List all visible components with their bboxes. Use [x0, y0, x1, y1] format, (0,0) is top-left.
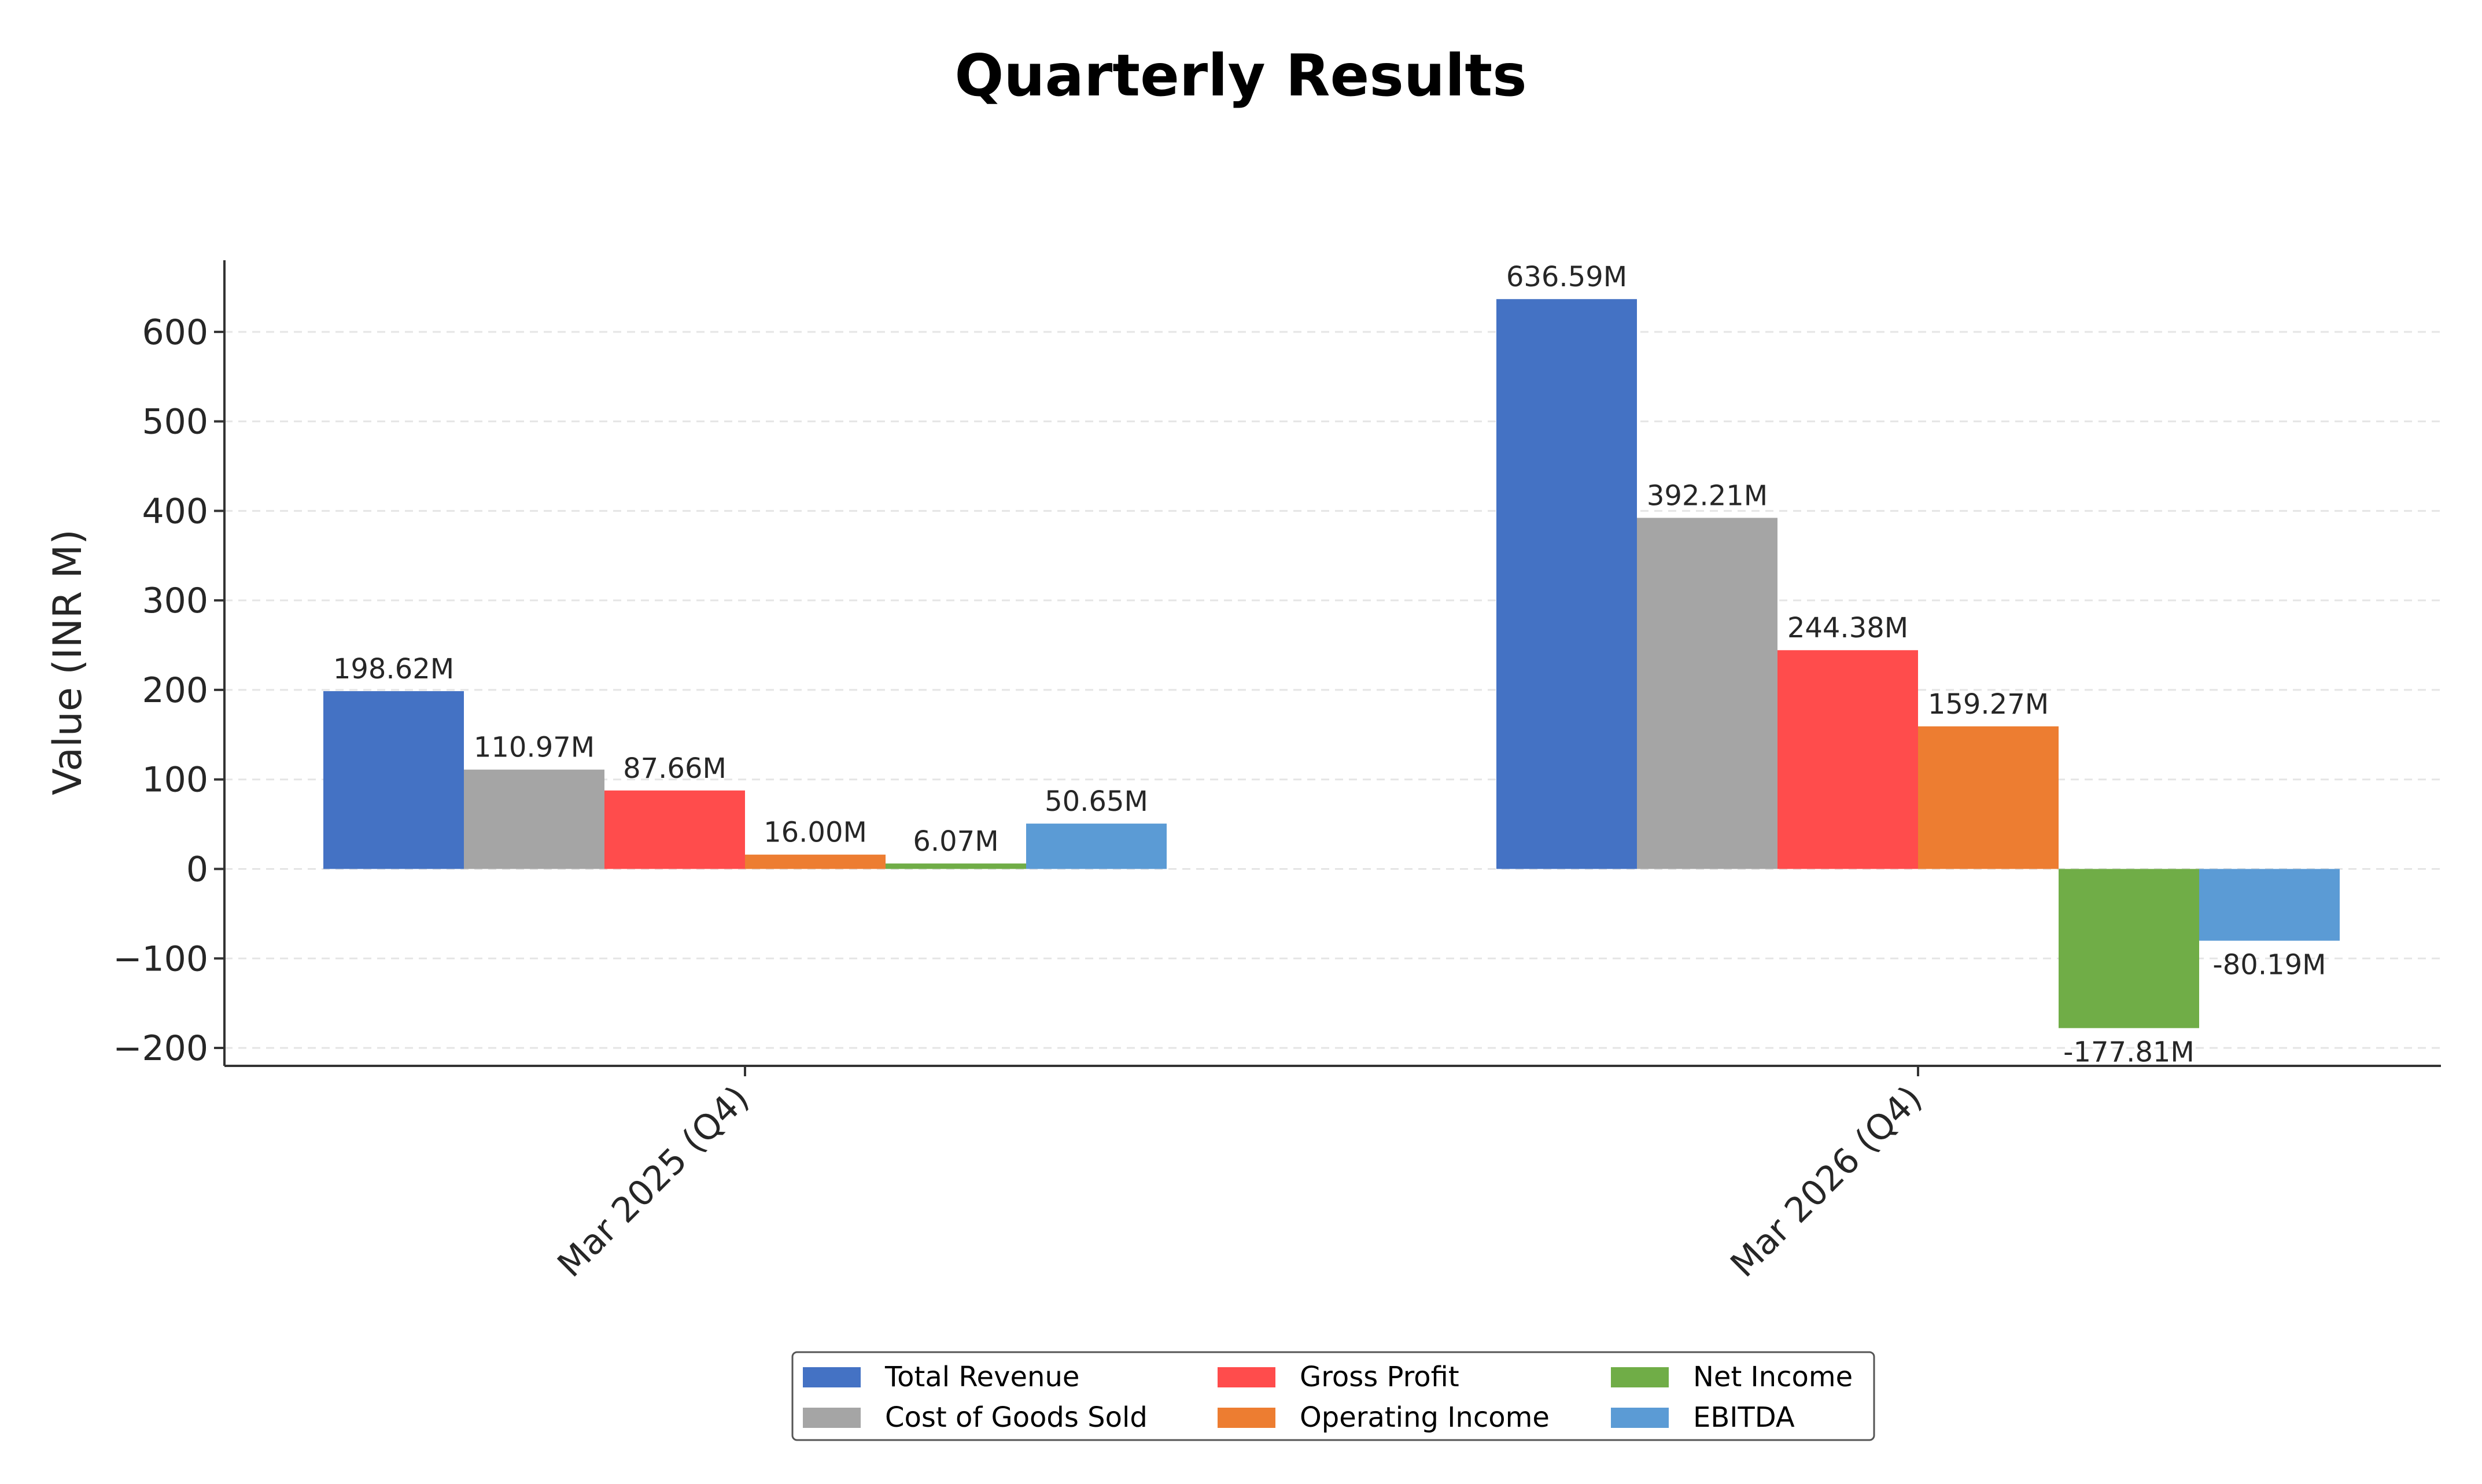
legend-swatch: [1611, 1367, 1669, 1387]
y-tick-label: 500: [142, 402, 208, 442]
bar-value-label: 244.38M: [1787, 612, 1908, 644]
bar-value-label: 16.00M: [764, 817, 867, 849]
x-tick-label: Mar 2026 (Q4): [1723, 1078, 1930, 1285]
bar-value-label: -177.81M: [2063, 1036, 2195, 1069]
bar-value-label: -80.19M: [2212, 949, 2326, 981]
bar-value-label: 110.97M: [474, 732, 595, 764]
bar-value-label: 50.65M: [1045, 785, 1148, 818]
bar-value-label: 159.27M: [1928, 688, 2049, 721]
bar-labels: 198.62M 636.59M 110.97M 392.21M 87.66M 244.38…: [333, 261, 2326, 1069]
bar: [1026, 824, 1167, 869]
y-tick-label: 200: [142, 670, 208, 711]
x-axis-ticks: Mar 2025 (Q4) Mar 2026 (Q4): [550, 1066, 1930, 1285]
y-tick-label: −200: [113, 1028, 208, 1069]
y-tick-label: 300: [142, 581, 208, 621]
y-tick-label: −100: [113, 939, 208, 979]
legend: Total Revenue Cost of Goods Sold Gross Pro…: [791, 1351, 1875, 1441]
legend-item: EBITDA: [1611, 1401, 1795, 1434]
legend-label: EBITDA: [1693, 1401, 1795, 1434]
legend-swatch: [1218, 1367, 1275, 1387]
bar-value-label: 392.21M: [1647, 479, 1768, 512]
legend-item: Cost of Goods Sold: [803, 1401, 1148, 1434]
bar-value-label: 87.66M: [623, 752, 726, 785]
y-tick-label: 600: [142, 312, 208, 353]
axes: [223, 260, 2441, 1067]
bar: [1496, 299, 1637, 869]
legend-swatch: [803, 1408, 861, 1428]
legend-item: Total Revenue: [803, 1361, 1079, 1393]
legend-swatch: [1218, 1408, 1275, 1428]
legend-label: Operating Income: [1300, 1401, 1550, 1434]
y-tick-label: 400: [142, 491, 208, 531]
bar: [2059, 869, 2199, 1028]
legend-label: Total Revenue: [884, 1361, 1079, 1393]
y-axis-ticks: −200 −100 0 100 200 300 400 500 600: [113, 312, 224, 1069]
bar-value-label: 198.62M: [333, 653, 454, 685]
y-axis-label: Value (INR M): [45, 529, 91, 795]
legend-swatch: [803, 1367, 861, 1387]
bar: [464, 769, 604, 869]
legend-item: Net Income: [1611, 1361, 1853, 1393]
y-tick-label: 0: [186, 849, 208, 889]
bar: [1637, 518, 1777, 869]
legend-label: Net Income: [1693, 1361, 1853, 1393]
legend-frame: [791, 1351, 1875, 1441]
x-tick-label: Mar 2025 (Q4): [550, 1078, 757, 1285]
bar-value-label: 636.59M: [1506, 261, 1627, 293]
legend-swatch: [1611, 1408, 1669, 1428]
chart-title: Quarterly Results: [954, 42, 1526, 109]
legend-item: Gross Profit: [1218, 1361, 1459, 1393]
legend-item: Operating Income: [1218, 1401, 1550, 1434]
y-tick-label: 100: [142, 760, 208, 800]
bar: [2199, 869, 2340, 941]
bar: [323, 691, 464, 869]
legend-label: Gross Profit: [1300, 1361, 1459, 1393]
bar: [745, 854, 886, 869]
bars: [323, 299, 2340, 1028]
legend-label: Cost of Goods Sold: [885, 1401, 1148, 1434]
bar: [604, 790, 745, 869]
bar: [886, 863, 1026, 869]
bar-value-label: 6.07M: [913, 825, 998, 858]
bar: [1918, 726, 2059, 869]
bar: [1777, 650, 1918, 869]
